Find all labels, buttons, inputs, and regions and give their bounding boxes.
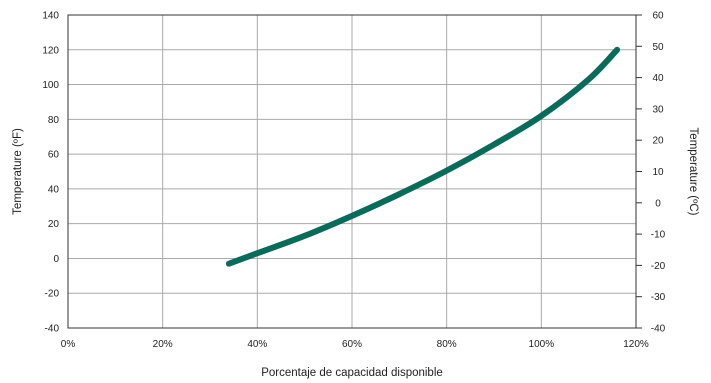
y-tick-label-right: -20 [651,261,666,272]
y-tick-label-right: 60 [652,11,664,22]
y-tick-label-right: 50 [652,42,664,53]
y-tick-label-right: -40 [651,324,666,335]
axis-ticks [636,14,642,329]
y-tick-label-right: -30 [651,292,666,303]
y-tick-label-right: -10 [651,230,666,241]
y-tick-label-left: 120 [42,45,59,56]
tick-labels: 0% 20% 40% 60% 80% 100% 120%-40-20020406080100… [42,11,665,351]
x-tick-label: 120% [623,339,649,350]
y-tick-label-right: 40 [652,73,664,84]
x-tick-label: 60% [342,339,362,350]
y-tick-label-left: 100 [42,80,59,91]
y-tick-label-left: 40 [48,184,60,195]
y-tick-label-right: 0 [655,198,661,209]
y-tick-label-right: 20 [652,136,664,147]
x-tick-label: 80% [437,339,457,350]
x-axis-title: Porcentaje de capacidad disponible [261,367,443,379]
series-line [225,46,621,267]
y-tick-label-left: 140 [42,11,59,22]
y-tick-label-left: -20 [45,289,60,300]
x-tick-label: 20% [153,339,173,350]
x-tick-label: 100% [529,339,555,350]
y-tick-label-left: 80 [48,115,60,126]
y-axis-title-left: Temperature (ºF) [12,128,24,215]
y-axis-title-right: Temperature (ºC) [687,128,699,216]
y-tick-label-left: 60 [48,150,60,161]
y-tick-label-left: 20 [48,219,60,230]
series-group [225,46,621,267]
y-tick-label-left: 0 [53,254,59,265]
plot-frame [67,14,637,329]
x-tick-label: 0% [61,339,76,350]
y-tick-label-right: 30 [652,104,664,115]
y-tick-label-right: 10 [652,167,664,178]
x-tick-label: 40% [247,339,267,350]
y-tick-label-left: -40 [45,324,60,335]
